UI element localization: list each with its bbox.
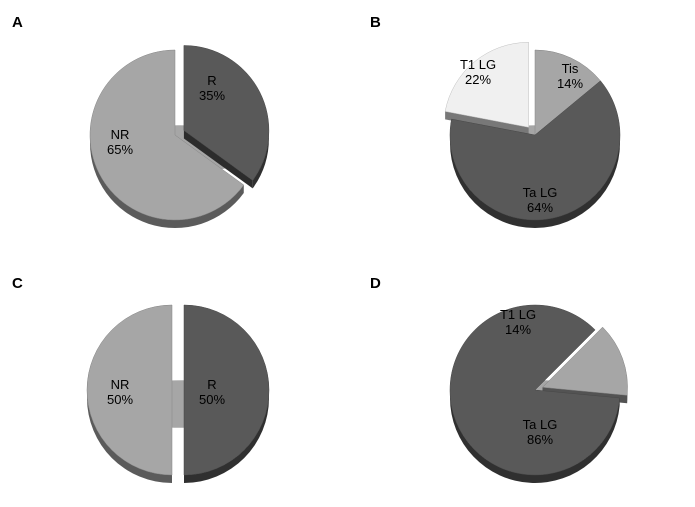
slice-label-t1-lg: T1 LG14%	[500, 308, 536, 338]
slice-label-ta-lg: Ta LG86%	[523, 418, 558, 448]
pie-chart-d	[0, 0, 695, 507]
